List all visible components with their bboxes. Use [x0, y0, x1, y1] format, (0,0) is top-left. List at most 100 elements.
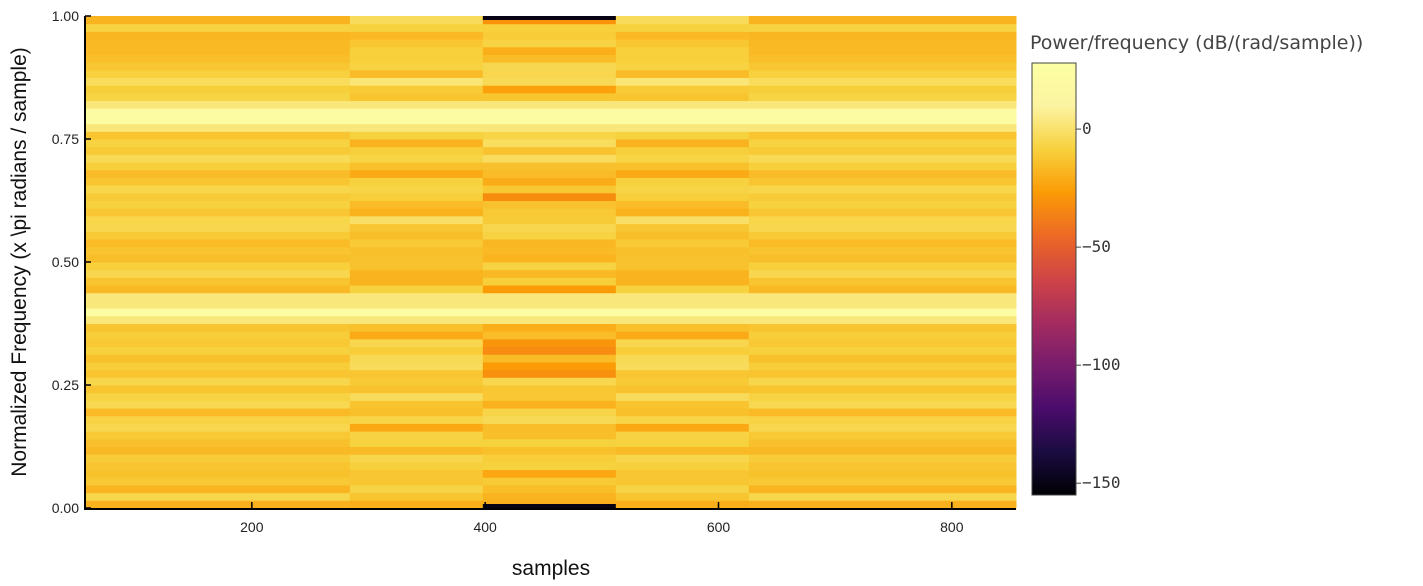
heatmap-cell — [349, 169, 484, 178]
heatmap-cell — [85, 431, 351, 440]
heatmap-cell — [85, 308, 351, 317]
heatmap-cell — [482, 31, 617, 40]
heatmap-cell — [615, 423, 750, 432]
heatmap-cell — [615, 62, 750, 71]
heatmap-cell — [482, 408, 617, 417]
heatmap-cell — [85, 492, 351, 501]
heatmap-cell — [748, 292, 1017, 301]
heatmap-cell — [85, 115, 351, 125]
heatmap-cell — [615, 300, 750, 309]
heatmap-cell — [748, 346, 1017, 355]
heatmap-cell — [85, 331, 351, 340]
heatmap-cell — [85, 131, 351, 140]
heatmap-cell — [482, 338, 617, 348]
x-axis-label: samples — [512, 557, 590, 580]
heatmap-cell — [748, 77, 1017, 86]
heatmap-cell — [482, 369, 617, 378]
heatmap-cell — [85, 39, 351, 48]
heatmap-cell — [85, 146, 351, 155]
heatmap-cell — [482, 392, 617, 401]
heatmap-cell — [349, 146, 484, 155]
heatmap-cell — [85, 446, 351, 455]
heatmap-cell — [349, 62, 484, 71]
heatmap-cell — [349, 300, 484, 309]
heatmap-cell — [85, 85, 351, 94]
heatmap-cell — [85, 315, 351, 324]
heatmap-cell — [85, 31, 351, 40]
heatmap-cell — [482, 62, 617, 71]
heatmap-cell — [349, 231, 484, 240]
heatmap-cell — [482, 361, 617, 371]
heatmap-cell — [85, 177, 351, 186]
heatmap-cell — [349, 446, 484, 455]
heatmap-cell — [615, 16, 750, 25]
heatmap-cell — [482, 385, 617, 394]
heatmap-cell — [615, 215, 750, 225]
heatmap-cell — [748, 269, 1017, 278]
heatmap-cell — [748, 154, 1017, 163]
heatmap-cell — [482, 308, 617, 317]
heatmap-cell — [349, 477, 484, 486]
heatmap-cell — [482, 300, 617, 309]
heatmap-cell — [748, 231, 1017, 240]
heatmap-cell — [748, 131, 1017, 140]
heatmap-cell — [85, 354, 351, 363]
heatmap-cell — [482, 246, 617, 255]
colorbar-tick-label: −50 — [1082, 237, 1111, 256]
heatmap-cell — [482, 115, 617, 125]
heatmap-cell — [748, 85, 1017, 94]
heatmap-cell — [615, 39, 750, 48]
heatmap-cell — [482, 139, 617, 148]
heatmap-cell — [85, 323, 351, 332]
heatmap-cell — [349, 92, 484, 102]
heatmap-cell — [482, 277, 617, 286]
heatmap-cell — [85, 346, 351, 355]
heatmap-cell — [615, 246, 750, 255]
heatmap-cell — [748, 285, 1017, 294]
heatmap-cell — [482, 146, 617, 155]
heatmap-cell — [349, 16, 484, 25]
heatmap-cell — [748, 308, 1017, 317]
heatmap-cell — [85, 415, 351, 424]
heatmap-cell — [349, 454, 484, 463]
heatmap-cell — [349, 461, 484, 471]
heatmap-cell — [349, 23, 484, 32]
heatmap-cell — [482, 92, 617, 102]
y-tick-label: 1.00 — [52, 8, 79, 24]
heatmap-cell — [615, 115, 750, 125]
x-tick-label: 800 — [940, 519, 964, 535]
heatmap-cell — [615, 431, 750, 440]
heatmap-cell — [85, 454, 351, 463]
heatmap-cell — [748, 169, 1017, 178]
heatmap-cell — [615, 461, 750, 471]
heatmap-cell — [482, 484, 617, 494]
heatmap-cell — [85, 423, 351, 432]
heatmap-cell — [85, 223, 351, 232]
heatmap-cell — [615, 85, 750, 94]
heatmap-cell — [615, 369, 750, 378]
heatmap-cell — [85, 77, 351, 86]
heatmap-cell — [349, 469, 484, 478]
heatmap-cell — [85, 377, 351, 386]
heatmap-cell — [748, 23, 1017, 32]
heatmap-cell — [748, 415, 1017, 424]
heatmap-cell — [85, 285, 351, 294]
colorbar-title: Power/frequency (dB/(rad/sample)) — [1030, 32, 1363, 54]
heatmap-cell — [482, 454, 617, 463]
heatmap-cell — [349, 492, 484, 501]
heatmap-cell — [349, 185, 484, 194]
heatmap-cell — [748, 54, 1017, 63]
deep-null-band — [482, 504, 616, 508]
heatmap-cell — [615, 400, 750, 409]
heatmap-cell — [85, 338, 351, 348]
heatmap-cell — [615, 446, 750, 455]
heatmap-cell — [615, 308, 750, 317]
heatmap-cell — [85, 208, 351, 217]
heatmap-cell — [615, 484, 750, 494]
heatmap-cell — [482, 169, 617, 178]
heatmap-cell — [482, 269, 617, 278]
heatmap-cell — [748, 431, 1017, 440]
heatmap-cell — [615, 139, 750, 148]
heatmap-cell — [748, 200, 1017, 209]
